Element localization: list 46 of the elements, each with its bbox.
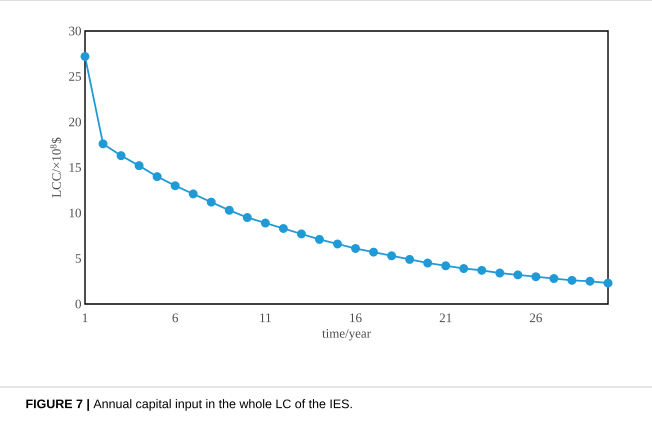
- point: [188, 189, 198, 198]
- point: [495, 268, 504, 278]
- point: [134, 161, 144, 170]
- point: [296, 229, 306, 238]
- point: [260, 218, 270, 228]
- x-tick-label: 21: [440, 314, 452, 322]
- point: [332, 239, 342, 248]
- x-tick-label: 1: [82, 314, 88, 322]
- point: [278, 224, 288, 233]
- x-axis-title: time/year: [322, 329, 371, 340]
- y-tick-label: 15: [70, 163, 81, 172]
- x-tick-label: 6: [172, 314, 178, 322]
- point: [477, 266, 486, 275]
- point: [80, 52, 90, 61]
- point: [549, 274, 558, 284]
- point: [224, 206, 234, 215]
- point: [206, 198, 216, 207]
- point: [567, 276, 576, 285]
- y-tick-label: 10: [70, 208, 81, 218]
- y-tick-label: 25: [69, 72, 81, 81]
- point: [387, 251, 396, 260]
- point: [513, 270, 522, 280]
- x-tick-label: 11: [260, 314, 271, 322]
- x-tick-label: 16: [350, 314, 362, 322]
- y-tick-label: 30: [69, 26, 81, 36]
- y-axis-title: LCC/×10$^{8}$$: [50, 138, 62, 198]
- y-tick-label: 0: [76, 300, 81, 308]
- point: [170, 181, 180, 190]
- point: [369, 248, 378, 257]
- point: [459, 264, 468, 274]
- point: [98, 139, 108, 148]
- text: FIGURE 7 | Annual capital input in the whole LC of the IES.: [26, 399, 352, 411]
- point: [531, 272, 540, 282]
- point: [242, 213, 252, 222]
- point: [351, 244, 360, 253]
- point: [423, 258, 432, 268]
- y-tick-label: 5: [76, 254, 81, 263]
- x-tick-label: 26: [530, 314, 542, 322]
- point: [314, 234, 324, 244]
- point: [405, 254, 414, 264]
- point: [116, 151, 126, 160]
- point: [152, 172, 162, 182]
- point: [441, 261, 450, 270]
- point: [604, 278, 613, 288]
- point: [585, 276, 594, 286]
- y-tick-label: 20: [69, 118, 81, 126]
